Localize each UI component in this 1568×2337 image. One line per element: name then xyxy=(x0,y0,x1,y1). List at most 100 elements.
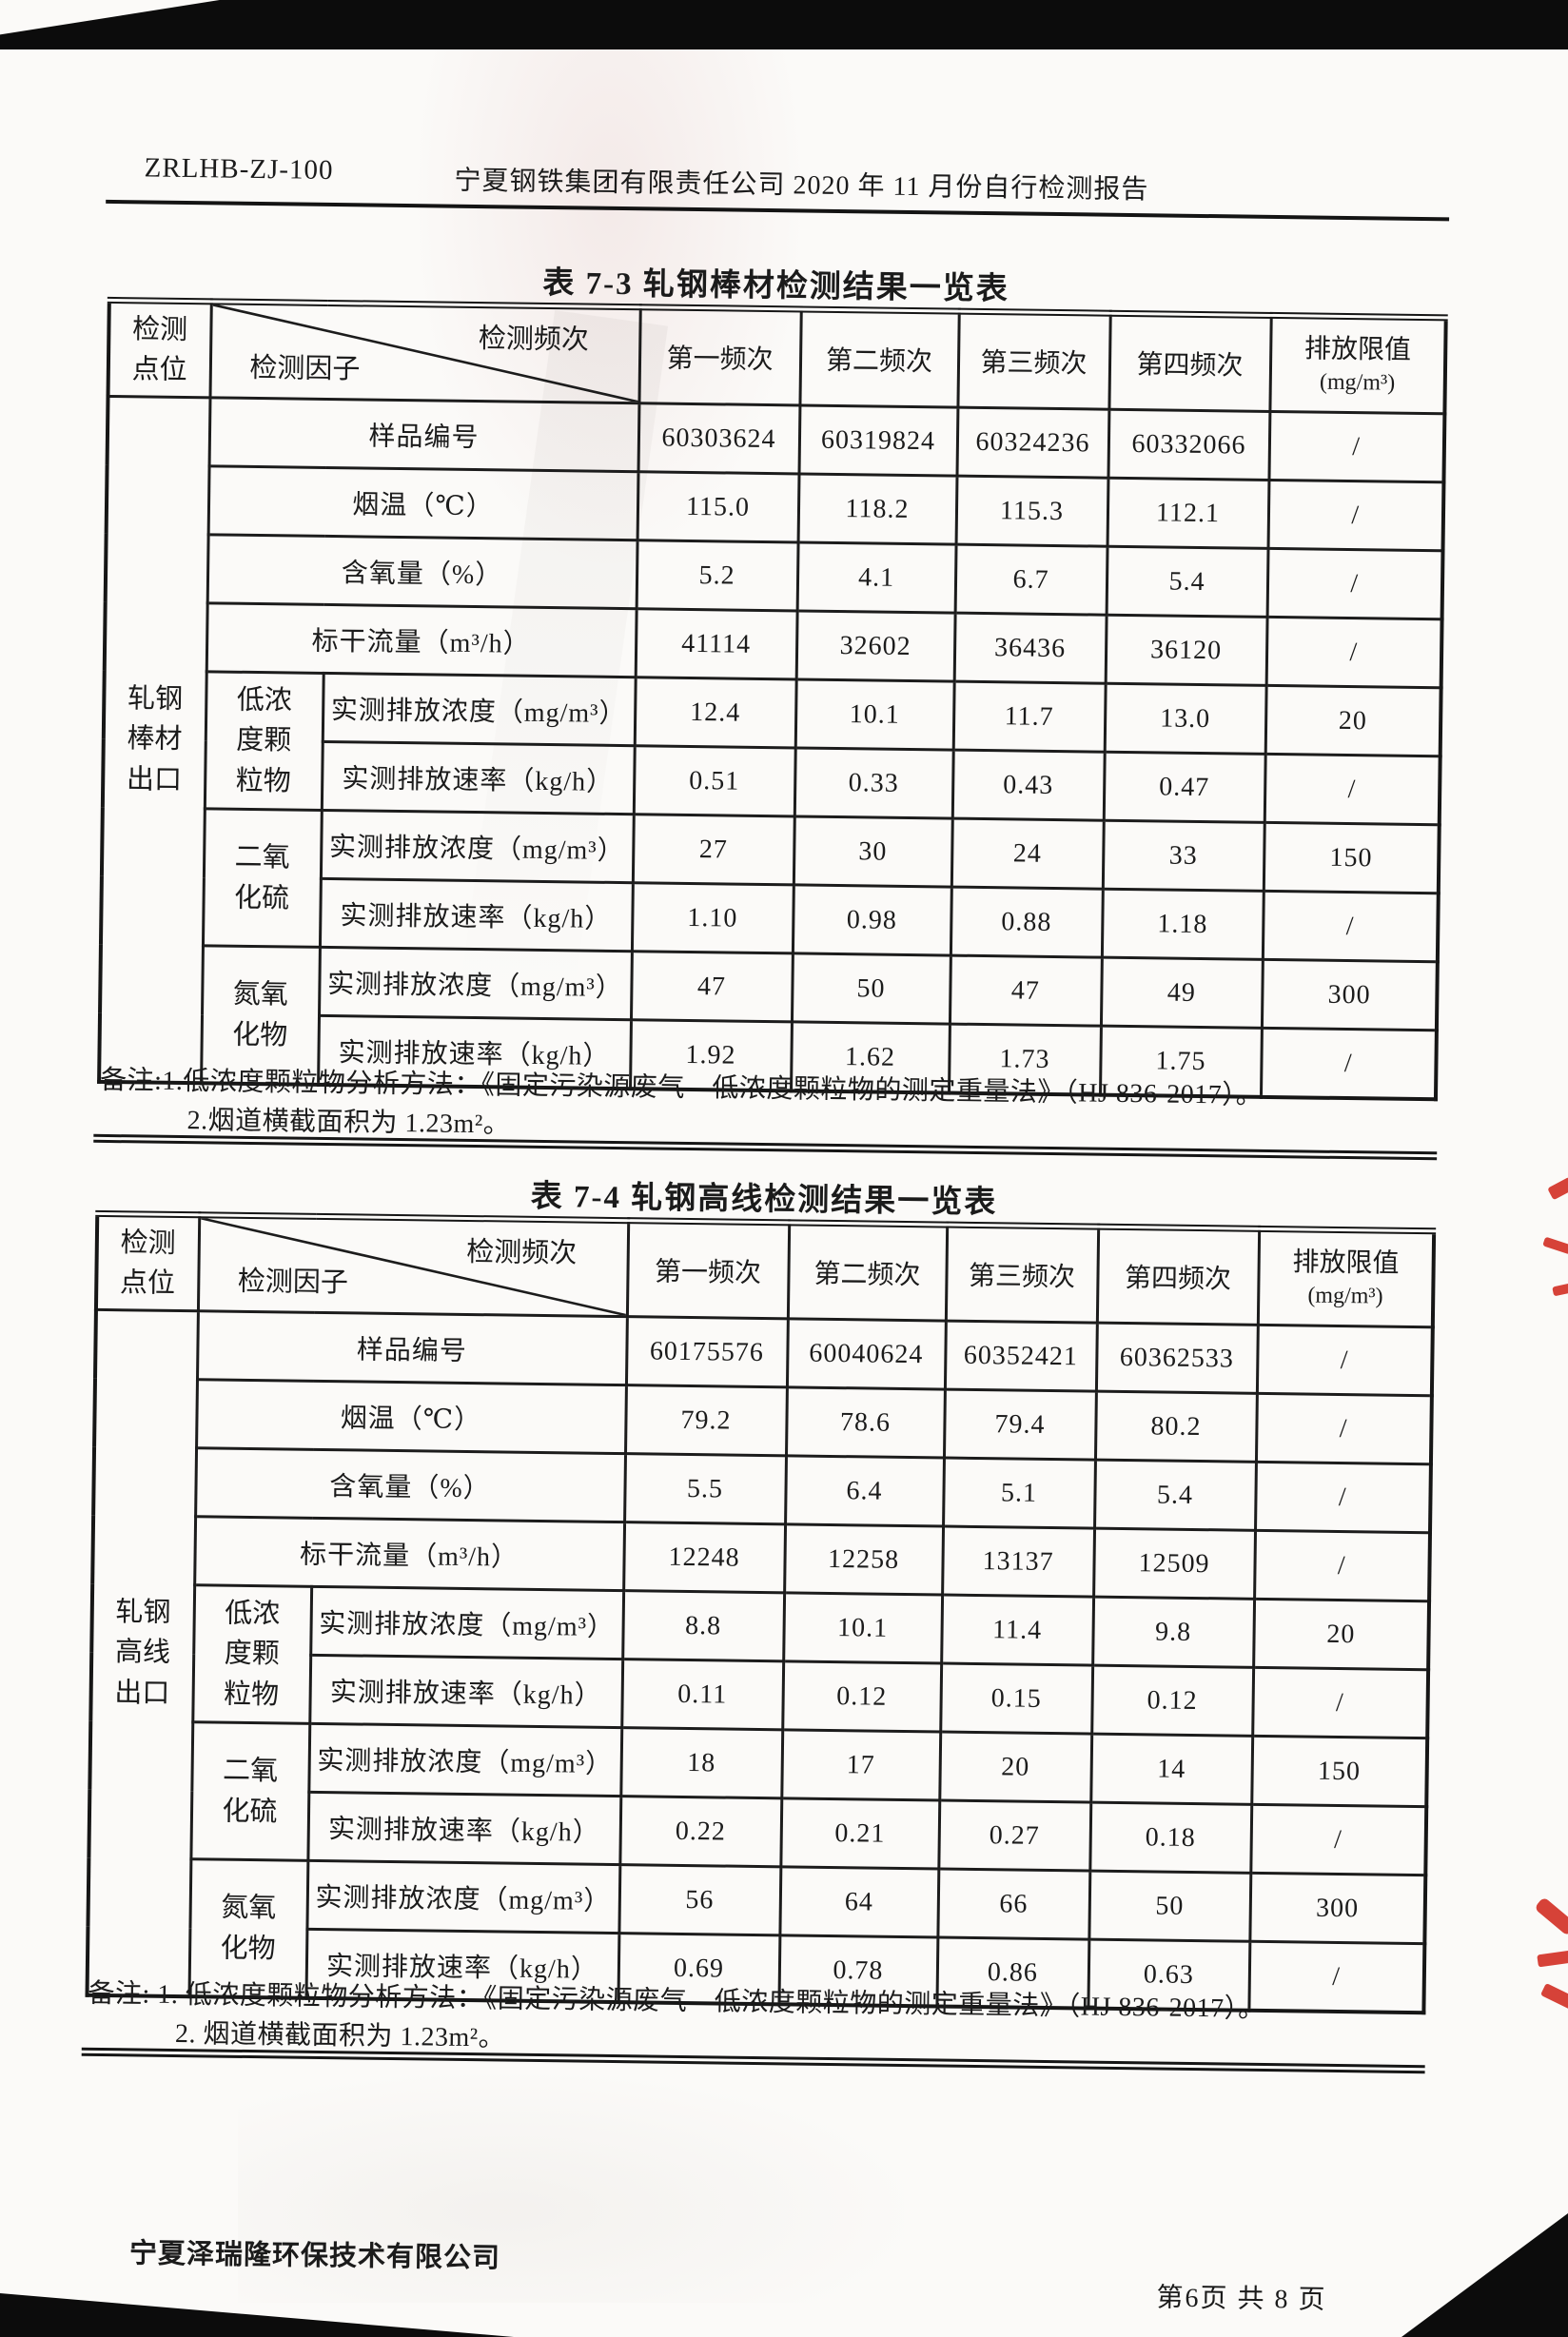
cell-value: 27 xyxy=(632,814,794,885)
cell-value: 0.18 xyxy=(1089,1802,1252,1874)
cell-value: 0.15 xyxy=(940,1663,1093,1735)
cell-value: 56 xyxy=(618,1864,781,1935)
col-header-freq1: 第一频次 xyxy=(638,306,801,405)
pollutant-name-cell: 二氧化硫 xyxy=(202,808,322,948)
table-7-3: 检测点位 检测频次 检测因子 第一频次 第二频次 第三频次 第四频次 排放限值 … xyxy=(97,296,1448,1102)
cell-value: 11.4 xyxy=(941,1595,1094,1666)
footer-page-number: 第6页 共 8 页 xyxy=(1156,2283,1327,2315)
cell-limit: / xyxy=(1267,480,1444,551)
point-location-label: 轧钢棒材出口 xyxy=(126,683,184,795)
row-label: 实测排放浓度（mg/m³） xyxy=(320,810,634,883)
cell-value: 24 xyxy=(951,818,1104,890)
cell-limit: 150 xyxy=(1263,822,1440,894)
cell-value: 5.4 xyxy=(1094,1460,1256,1531)
point-location-label: 轧钢高线出口 xyxy=(114,1597,171,1709)
diagonal-line xyxy=(211,304,638,402)
row-label: 实测排放浓度（mg/m³） xyxy=(308,1723,622,1797)
cell-value: 11.7 xyxy=(952,681,1106,753)
cell-value: 30 xyxy=(793,815,952,888)
cell-limit: / xyxy=(1265,617,1442,688)
row-label: 含氧量（%） xyxy=(206,534,637,609)
cell-value: 0.47 xyxy=(1103,752,1265,823)
table-7-4: 检测点位 检测频次 检测因子 第一频次 第二频次 第三频次 第四频次 排放限值 … xyxy=(85,1209,1437,2015)
cell-limit: 20 xyxy=(1264,685,1441,756)
cell-value: 5.4 xyxy=(1106,546,1268,618)
cell-value: 0.43 xyxy=(951,750,1105,821)
diag-top-label: 检测频次 xyxy=(478,324,590,356)
cell-value: 36120 xyxy=(1105,615,1267,686)
cell-limit: 20 xyxy=(1253,1599,1430,1670)
pollutant-name: 氮氧化物 xyxy=(232,979,288,1051)
cell-value: 79.4 xyxy=(943,1389,1096,1461)
row-label: 含氧量（%） xyxy=(195,1447,626,1522)
cell-value: 18 xyxy=(620,1727,783,1798)
cell-limit: / xyxy=(1255,1393,1432,1464)
row-label: 实测排放速率（kg/h） xyxy=(307,1792,621,1865)
pollutant-name: 氮氧化物 xyxy=(220,1893,277,1964)
cell-value: 60175576 xyxy=(625,1316,788,1387)
cell-value: 9.8 xyxy=(1092,1597,1255,1668)
pollutant-name: 低浓度颗粒物 xyxy=(223,1599,281,1710)
row-label: 实测排放速率（kg/h） xyxy=(321,741,635,815)
limit-unit: (mg/m³) xyxy=(1319,369,1396,396)
cell-value: 1.10 xyxy=(631,882,794,953)
cell-value: 0.11 xyxy=(621,1659,784,1730)
cell-value: 64 xyxy=(779,1866,939,1937)
cell-value: 0.33 xyxy=(794,747,953,819)
cell-value: 0.12 xyxy=(782,1660,942,1733)
cell-limit: / xyxy=(1256,1325,1433,1396)
col-header-freq3: 第三频次 xyxy=(945,1225,1099,1324)
cell-limit: / xyxy=(1252,1667,1429,1738)
cell-limit: / xyxy=(1268,411,1445,482)
col-header-limit: 排放限值 (mg/m³) xyxy=(1257,1228,1435,1327)
footer-company: 宁夏泽瑞隆环保技术有限公司 xyxy=(128,2238,501,2274)
page-header-title: 宁夏钢铁集团有限责任公司 2020 年 11 月份自行检测报告 xyxy=(454,166,1149,206)
row-label: 样品编号 xyxy=(196,1310,627,1385)
cell-value: 47 xyxy=(949,955,1102,1027)
cell-limit: / xyxy=(1262,891,1439,962)
cell-value: 0.12 xyxy=(1091,1665,1254,1737)
cell-value: 13137 xyxy=(942,1526,1095,1598)
cell-value: 0.22 xyxy=(619,1796,782,1867)
cell-limit: 150 xyxy=(1251,1736,1428,1807)
col-header-freq3: 第三频次 xyxy=(957,311,1110,410)
limit-unit: (mg/m³) xyxy=(1307,1283,1383,1309)
pollutant-name-cell: 低浓度颗粒物 xyxy=(204,671,323,811)
pollutant-name: 二氧化硫 xyxy=(222,1756,279,1827)
cell-value: 6.7 xyxy=(954,544,1107,616)
row-label: 实测排放浓度（mg/m³） xyxy=(306,1860,620,1934)
cell-value: 12248 xyxy=(623,1522,786,1593)
cell-limit: / xyxy=(1254,1530,1430,1601)
cell-value: 118.2 xyxy=(797,473,957,545)
pollutant-name: 二氧化硫 xyxy=(233,842,290,913)
row-label: 烟温（℃） xyxy=(196,1379,626,1454)
cell-limit: / xyxy=(1255,1462,1431,1533)
col-header-freq2: 第二频次 xyxy=(799,308,959,408)
cell-value: 36436 xyxy=(953,613,1107,684)
diag-bottom-label: 检测因子 xyxy=(249,352,361,385)
cell-value: 60362533 xyxy=(1095,1323,1258,1394)
cell-value: 49 xyxy=(1100,957,1263,1029)
cell-value: 60352421 xyxy=(944,1321,1097,1392)
cell-value: 8.8 xyxy=(622,1590,785,1661)
point-location-cell: 轧钢高线出口 xyxy=(87,1309,198,1997)
cell-value: 115.3 xyxy=(955,476,1108,547)
row-label: 实测排放速率（kg/h） xyxy=(319,878,633,952)
cell-value: 60332066 xyxy=(1107,409,1270,481)
cell-value: 20 xyxy=(939,1732,1092,1803)
cell-value: 1.18 xyxy=(1101,889,1264,960)
cell-value: 10.1 xyxy=(794,678,954,751)
col-header-point-label: 检测点位 xyxy=(119,1227,176,1299)
diagonal-header-cell: 检测频次 检测因子 xyxy=(197,1214,629,1317)
cell-value: 12258 xyxy=(784,1523,944,1596)
cell-value: 50 xyxy=(1088,1871,1251,1942)
cell-value: 60319824 xyxy=(798,404,958,477)
pollutant-name: 低浓度颗粒物 xyxy=(235,685,293,797)
cell-value: 66 xyxy=(937,1868,1090,1940)
cell-value: 0.27 xyxy=(938,1800,1091,1872)
cell-value: 80.2 xyxy=(1094,1391,1257,1463)
diag-top-label: 检测频次 xyxy=(466,1236,578,1269)
cell-limit: / xyxy=(1266,548,1443,619)
